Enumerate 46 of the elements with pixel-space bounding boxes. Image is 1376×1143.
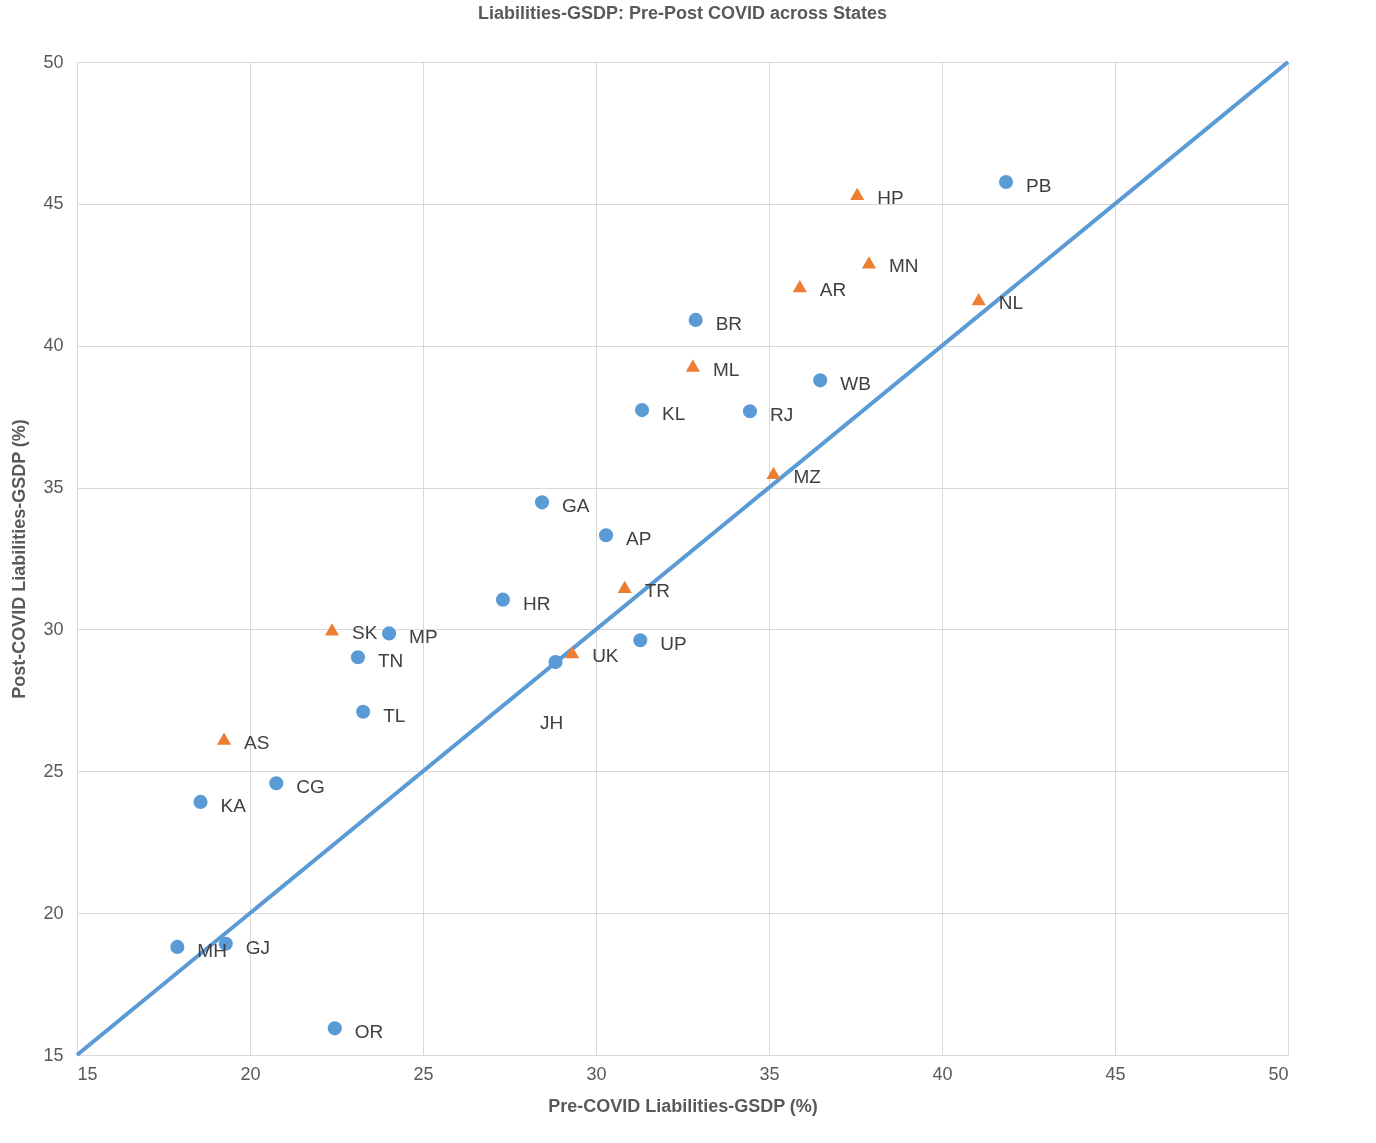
annotation: HR — [522, 592, 551, 614]
x-axis-title: Pre-COVID Liabilities-GSDP (%) — [548, 1095, 818, 1116]
annotation: PB — [1026, 175, 1052, 197]
annotation: AS — [244, 731, 270, 753]
annotation: WB — [840, 373, 871, 395]
x-tick-label: 25 — [413, 1063, 434, 1084]
y-tick-label: 45 — [43, 193, 64, 214]
x-tick-label: 35 — [759, 1063, 780, 1084]
annotation: CG — [296, 776, 325, 798]
annotation: GA — [562, 495, 590, 517]
annotation: TN — [377, 650, 404, 672]
x-tick-label: 40 — [932, 1063, 953, 1084]
annotation: MN — [888, 255, 919, 277]
annotation: KA — [220, 794, 247, 816]
annotation: JH — [540, 712, 564, 734]
x-tick-label: 45 — [1105, 1063, 1126, 1084]
x-tick-label: 20 — [240, 1063, 261, 1084]
annotation: ML — [712, 358, 740, 380]
x-tick-label: 30 — [586, 1063, 607, 1084]
y-tick-label: 50 — [43, 51, 64, 72]
annotation: UK — [592, 645, 619, 667]
x-tick-label: 50 — [1268, 1063, 1289, 1084]
y-tick-label: 15 — [43, 1044, 64, 1065]
annotation: BR — [715, 312, 743, 334]
annotation: KL — [662, 403, 686, 425]
annotation: AP — [626, 528, 652, 550]
y-tick-label: 40 — [43, 335, 64, 356]
y-tick-label: 20 — [43, 902, 64, 923]
y-tick-label: 35 — [43, 477, 64, 498]
annotation: TR — [644, 579, 671, 601]
annotation: MP — [409, 626, 438, 648]
annotation: RJ — [769, 404, 794, 426]
chart-title: Liabilities-GSDP: Pre-Post COVID across States — [477, 3, 888, 23]
annotation: HP — [877, 186, 904, 208]
y-tick-label: 30 — [43, 618, 64, 639]
y-tick-label: 25 — [43, 760, 64, 781]
y-axis-title: Post-COVID Liabilities-GSDP (%) — [9, 419, 30, 699]
annotation: UP — [660, 633, 687, 655]
x-tick-label: 15 — [77, 1063, 98, 1084]
annotation: SK — [352, 622, 378, 644]
annotation: MZ — [793, 465, 822, 487]
annotation: GJ — [245, 936, 271, 958]
annotation: AR — [819, 279, 847, 301]
annotation: OR — [354, 1021, 384, 1043]
annotation: NL — [998, 292, 1023, 314]
annotation: TL — [383, 704, 406, 726]
